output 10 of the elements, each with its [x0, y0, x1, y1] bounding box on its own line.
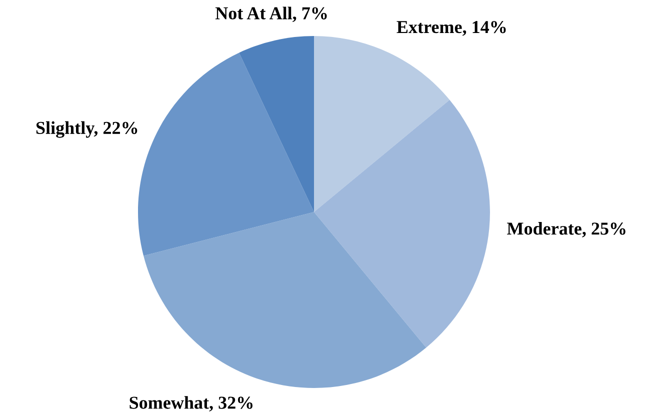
pie-slice: [314, 100, 490, 348]
pie-slice: [314, 36, 450, 212]
slice-label: Moderate, 25%: [507, 222, 626, 238]
slice-label: Not At All, 7%: [215, 6, 327, 22]
slice-label: Slightly, 22%: [36, 121, 138, 138]
pie-slice: [144, 212, 426, 388]
pie-slice: [138, 52, 314, 256]
slice-label: Extreme, 14%: [396, 20, 506, 36]
pie-slice: [239, 36, 314, 212]
slice-label: Somewhat, 32%: [130, 396, 252, 412]
